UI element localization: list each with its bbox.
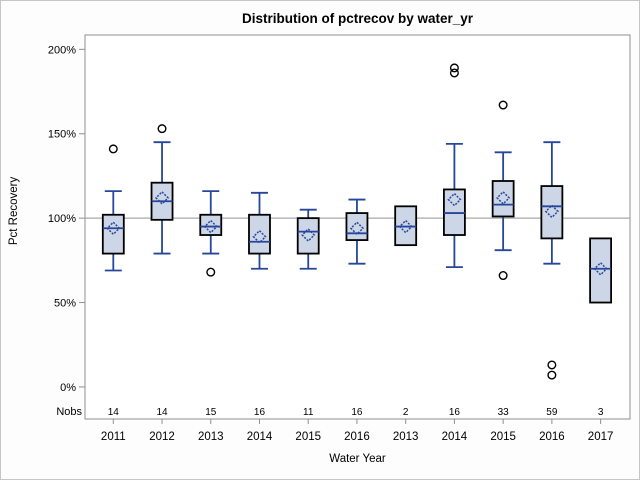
y-axis-tick-label: 0% [60, 382, 76, 394]
nobs-row-label: Nobs [56, 406, 82, 418]
mean-diamond [398, 219, 413, 234]
box-group-2016-5: 16 2016 [344, 198, 370, 443]
y-axis-title: Pct Recovery [8, 177, 20, 246]
box-group-2015-4: 11 2015 [295, 208, 321, 443]
iqr-box [248, 213, 271, 255]
x-axis-category-label: 2014 [247, 431, 273, 443]
nobs-value: 14 [108, 407, 120, 418]
box-group-2011-0: 14 2011 [101, 144, 126, 443]
nobs-value: 3 [598, 407, 604, 418]
outlier-point [449, 63, 459, 73]
box-group-2014-7: 16 2014 [442, 63, 468, 443]
iqr-box [345, 212, 369, 241]
box-group-2013-6: 2 2013 [393, 205, 419, 443]
box-group-2016-9: 59 2016 [539, 141, 565, 443]
x-axis-category-label: 2011 [101, 431, 126, 443]
x-axis-category-label: 2013 [198, 431, 224, 443]
mean-diamond [544, 204, 559, 219]
nobs-value: 2 [403, 407, 409, 418]
nobs-value: 16 [449, 407, 461, 418]
mean-diamond [106, 221, 121, 236]
mean-diamond [301, 227, 316, 243]
outlier-point [206, 267, 216, 277]
mean-diamond [496, 190, 511, 205]
nobs-value: 33 [498, 407, 510, 418]
outlier-point [449, 68, 459, 78]
mean-diamond [593, 261, 608, 276]
y-axis-tick-label: 100% [48, 213, 76, 225]
box-group-2013-2: 15 2013 [198, 190, 224, 443]
box-group-2017-10: 3 2017 [588, 237, 614, 443]
outlier-point [157, 124, 167, 134]
nobs-value: 16 [351, 407, 363, 418]
box-group-2012-1: 14 2012 [149, 124, 175, 443]
outlier-point [108, 144, 118, 154]
x-axis-title: Water Year [329, 453, 386, 465]
mean-diamond [349, 221, 365, 236]
y-axis-tick-label: 200% [48, 44, 76, 56]
outlier-point [547, 370, 557, 380]
x-axis-category-label: 2016 [344, 431, 370, 443]
nobs-value: 59 [546, 407, 558, 418]
box-group-2015-8: 33 2015 [490, 100, 516, 443]
iqr-box [540, 185, 564, 240]
mean-diamond [154, 190, 170, 205]
outlier-point [498, 271, 508, 281]
mean-diamond [447, 192, 462, 207]
mean-diamond [252, 229, 267, 244]
x-axis-category-label: 2013 [393, 431, 419, 443]
mean-diamond [203, 219, 218, 234]
chart-title: Distribution of pctrecov by water_yr [241, 11, 474, 26]
iqr-box [296, 217, 320, 255]
box-group-2014-3: 16 2014 [247, 191, 273, 443]
x-axis-category-label: 2016 [539, 431, 565, 443]
iqr-box [589, 237, 612, 304]
x-axis-category-label: 2012 [149, 431, 175, 443]
nobs-value: 11 [303, 407, 314, 418]
x-axis-category-label: 2017 [588, 431, 614, 443]
y-axis-tick-label: 150% [48, 129, 76, 141]
x-axis-category-label: 2015 [490, 431, 516, 443]
outlier-point [498, 100, 508, 110]
nobs-value: 15 [205, 407, 217, 418]
x-axis-category-label: 2014 [442, 431, 468, 443]
x-axis-category-label: 2015 [295, 431, 321, 443]
nobs-value: 14 [156, 407, 168, 418]
outlier-point [547, 360, 557, 370]
iqr-box [491, 180, 515, 218]
y-axis-tick-label: 50% [54, 298, 76, 310]
nobs-value: 16 [254, 407, 266, 418]
iqr-box [199, 213, 223, 236]
